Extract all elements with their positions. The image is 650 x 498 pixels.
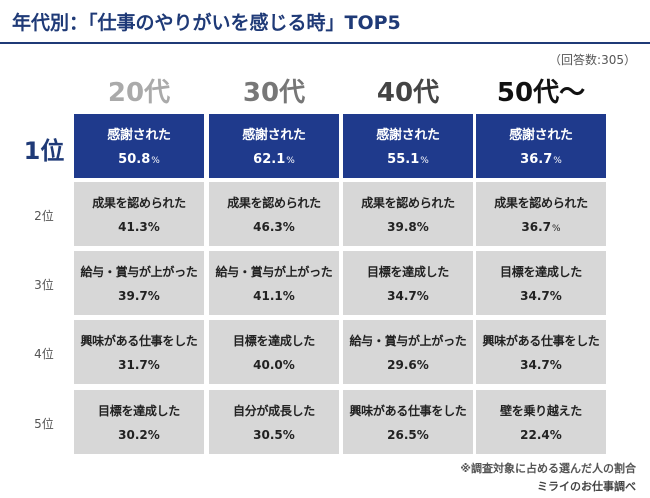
table-cell: 成果を認められた 36.7%: [476, 182, 606, 246]
reason-label: 感謝された: [509, 128, 573, 143]
percent-unit: %: [151, 156, 160, 166]
table-cell: 目標を達成した 34.7%: [343, 251, 473, 315]
reason-label: 成果を認められた: [227, 196, 321, 210]
percent-unit: %: [552, 224, 561, 234]
table-cell: 興味がある仕事をした 31.7%: [74, 320, 204, 384]
reason-label: 給与・賞与が上がった: [80, 265, 198, 279]
table-cell: 自分が成長した 30.5%: [209, 390, 339, 454]
table-cell: 給与・賞与が上がった 41.1%: [209, 251, 339, 315]
column-header: 20代: [107, 78, 171, 108]
table-cell: 目標を達成した 40.0%: [209, 320, 339, 384]
percentage-value: 26.5%: [387, 428, 429, 442]
table-cell: 成果を認められた 39.8%: [343, 182, 473, 246]
rank-label: 2位: [34, 209, 54, 223]
percentage-value: 34.7%: [520, 289, 562, 303]
source-label: ミライのお仕事調べ: [537, 480, 636, 493]
table-cell: 成果を認められた 46.3%: [209, 182, 339, 246]
reason-label: 興味がある仕事をした: [80, 334, 198, 348]
percentage-value: 30.5%: [253, 428, 295, 442]
percent-unit: %: [553, 156, 562, 166]
column-header: 40代: [376, 78, 440, 108]
reason-label: 感謝された: [107, 128, 171, 143]
rank-label: 5位: [34, 417, 54, 431]
rank-label: 4位: [34, 347, 54, 361]
reason-label: 目標を達成した: [367, 265, 449, 279]
table-cell: 壁を乗り越えた 22.4%: [476, 390, 606, 454]
reason-label: 興味がある仕事をした: [482, 334, 600, 348]
percentage-value: 55.1%: [387, 152, 429, 167]
reason-label: 目標を達成した: [233, 334, 315, 348]
reason-label: 壁を乗り越えた: [500, 404, 582, 418]
column-header: 30代: [242, 78, 306, 108]
chart-title: 年代別：「仕事のやりがいを感じる時」TOP5: [12, 12, 401, 34]
table-cell: 成果を認められた 41.3%: [74, 182, 204, 246]
reason-label: 給与・賞与が上がった: [349, 334, 467, 348]
reason-label: 給与・賞与が上がった: [215, 265, 333, 279]
percentage-value: 39.7%: [118, 289, 160, 303]
percentage-value: 41.1%: [253, 289, 295, 303]
percentage-value: 41.3%: [118, 220, 160, 234]
percent-unit: %: [420, 156, 429, 166]
table-cell: 興味がある仕事をした 34.7%: [476, 320, 606, 384]
table-cell: 給与・賞与が上がった 39.7%: [74, 251, 204, 315]
percentage-value: 39.8%: [387, 220, 429, 234]
percentage-value: 46.3%: [253, 220, 295, 234]
reason-label: 感謝された: [242, 128, 306, 143]
percentage-value: 40.0%: [253, 358, 295, 372]
percentage-value: 34.7%: [387, 289, 429, 303]
percentage-value: 22.4%: [520, 428, 562, 442]
reason-label: 興味がある仕事をした: [349, 404, 467, 418]
table-cell: 感謝された 55.1%: [343, 114, 473, 178]
reason-label: 成果を認められた: [92, 196, 186, 210]
reason-label: 目標を達成した: [500, 265, 582, 279]
table-cell: 目標を達成した 34.7%: [476, 251, 606, 315]
percentage-value: 62.1%: [253, 152, 295, 167]
table-cell: 給与・賞与が上がった 29.6%: [343, 320, 473, 384]
reason-label: 感謝された: [376, 128, 440, 143]
percentage-value: 31.7%: [118, 358, 160, 372]
respondent-count: （回答数:305）: [549, 53, 636, 67]
percent-unit: %: [286, 156, 295, 166]
percentage-value: 50.8%: [118, 152, 160, 167]
reason-label: 成果を認められた: [494, 196, 588, 210]
rank-label: 3位: [34, 278, 54, 292]
column-header: 50代～: [496, 78, 586, 108]
percentage-value: 36.7%: [521, 220, 561, 234]
footnote: ※調査対象に占める選んだ人の割合: [460, 462, 636, 475]
rank-label: 1位: [23, 137, 65, 165]
table-cell: 興味がある仕事をした 26.5%: [343, 390, 473, 454]
percentage-value: 30.2%: [118, 428, 160, 442]
table-cell: 感謝された 50.8%: [74, 114, 204, 178]
reason-label: 自分が成長した: [233, 404, 315, 418]
table-cell: 感謝された 62.1%: [209, 114, 339, 178]
title-divider: [0, 42, 650, 44]
table-cell: 目標を達成した 30.2%: [74, 390, 204, 454]
reason-label: 目標を達成した: [98, 404, 180, 418]
table-cell: 感謝された 36.7%: [476, 114, 606, 178]
percentage-value: 29.6%: [387, 358, 429, 372]
percentage-value: 34.7%: [520, 358, 562, 372]
percentage-value: 36.7%: [520, 152, 562, 167]
reason-label: 成果を認められた: [361, 196, 455, 210]
